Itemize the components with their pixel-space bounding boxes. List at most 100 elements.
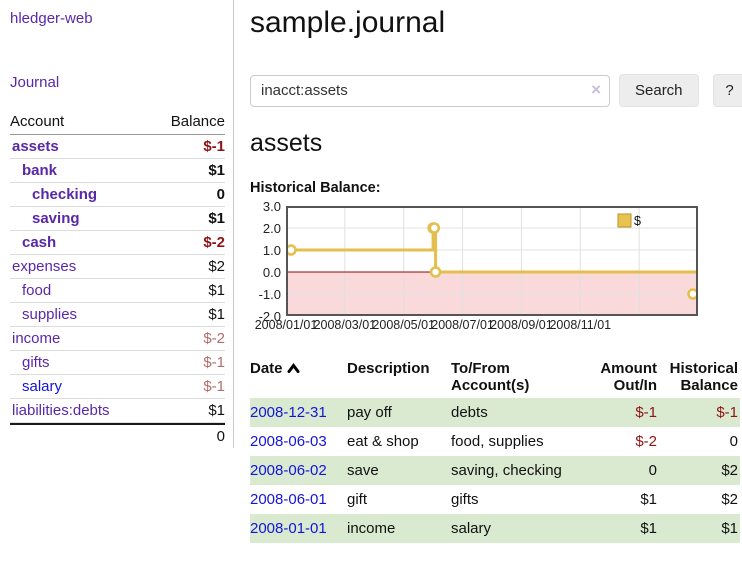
chart-y-axis: 3.02.01.00.0-1.0-2.0: [250, 206, 286, 336]
account-row: supplies$1: [10, 303, 225, 327]
accounts-header-balance: Balance: [171, 113, 225, 130]
svg-text:$: $: [634, 214, 641, 228]
register-cell-balance: $2: [659, 456, 740, 485]
balance-chart: 3.02.01.00.0-1.0-2.0 $ 2008/01/012008/03…: [250, 206, 742, 336]
search-input[interactable]: [250, 75, 610, 107]
account-link[interactable]: expenses: [10, 258, 76, 275]
account-row: checking 0: [10, 183, 225, 207]
register-cell-accounts: salary: [451, 514, 583, 543]
register-cell-description: income: [347, 514, 451, 543]
accounts-table: Account Balance assets$-1bank$1checking0…: [10, 110, 225, 448]
x-tick-label: 2008/01/01: [255, 318, 318, 332]
register-cell-date[interactable]: 2008-06-03: [250, 427, 347, 456]
account-balance: $1: [208, 282, 225, 299]
hledger-web-page: hledger-web Journal Account Balance asse…: [0, 0, 742, 582]
register-cell-amount: $-1: [583, 398, 659, 427]
account-row: cash $-2: [10, 231, 225, 255]
register-header-row: Date Description To/From Account(s) Amou…: [250, 356, 740, 398]
account-heading: assets: [250, 129, 742, 158]
transaction-date-link[interactable]: 2008-01-01: [250, 520, 327, 537]
help-button[interactable]: ?: [713, 74, 742, 107]
register-row: 2008-01-01incomesalary$1$1: [250, 514, 740, 543]
account-link[interactable]: income: [10, 330, 60, 347]
chart-legend: $: [618, 214, 641, 228]
account-link[interactable]: bank: [10, 162, 57, 179]
account-row: expenses $2: [10, 255, 225, 279]
account-link[interactable]: supplies: [10, 306, 77, 323]
account-link[interactable]: salary: [10, 378, 62, 395]
account-row: income$-2: [10, 327, 225, 351]
register-header-amount: Amount Out/In: [583, 356, 659, 398]
account-link[interactable]: checking: [10, 186, 97, 203]
account-link[interactable]: assets: [10, 138, 59, 155]
accounts-header-account: Account: [10, 113, 64, 130]
account-balance: $1: [208, 210, 225, 227]
register-header-date[interactable]: Date: [250, 356, 347, 398]
x-tick-label: 2008/05/01: [372, 318, 435, 332]
account-balance: 0: [217, 186, 225, 203]
y-tick-label: 3.0: [263, 199, 281, 214]
x-tick-label: 2008/07/01: [431, 318, 494, 332]
account-link[interactable]: cash: [10, 234, 56, 251]
register-cell-balance: $1: [659, 514, 740, 543]
account-row: bank $1: [10, 159, 225, 183]
register-cell-accounts: debts: [451, 398, 583, 427]
clear-search-icon[interactable]: ×: [591, 80, 601, 100]
register-cell-date[interactable]: 2008-01-01: [250, 514, 347, 543]
register-cell-date[interactable]: 2008-12-31: [250, 398, 347, 427]
account-balance: $1: [208, 162, 225, 179]
register-row: 2008-12-31pay offdebts$-1$-1: [250, 398, 740, 427]
search-bar: × Search ?: [250, 74, 742, 107]
account-balance: $2: [208, 258, 225, 275]
account-row: saving $1: [10, 207, 225, 231]
x-tick-label: 2008/03/01: [314, 318, 377, 332]
x-tick-label: 2008/09/01: [490, 318, 553, 332]
chart-x-axis: 2008/01/012008/03/012008/05/012008/07/01…: [286, 318, 698, 336]
account-row: food $1: [10, 279, 225, 303]
sidebar: hledger-web Journal Account Balance asse…: [0, 0, 234, 448]
y-tick-label: 1.0: [263, 243, 281, 258]
accounts-rows: assets$-1bank$1checking0saving$1cash$-2e…: [10, 135, 225, 423]
search-button[interactable]: Search: [619, 74, 699, 107]
account-link[interactable]: liabilities:debts: [10, 402, 110, 419]
app-title-link[interactable]: hledger-web: [10, 10, 93, 27]
transaction-date-link[interactable]: 2008-06-03: [250, 433, 327, 450]
transaction-date-link[interactable]: 2008-06-01: [250, 491, 327, 508]
register-table: Date Description To/From Account(s) Amou…: [250, 356, 740, 543]
x-tick-label: 2008/11/01: [549, 318, 611, 332]
register-cell-balance: 0: [659, 427, 740, 456]
register-cell-date[interactable]: 2008-06-02: [250, 456, 347, 485]
account-link[interactable]: food: [10, 282, 51, 299]
register-cell-date[interactable]: 2008-06-01: [250, 485, 347, 514]
register-cell-description: save: [347, 456, 451, 485]
y-tick-label: 0.0: [263, 265, 281, 280]
register-cell-description: gift: [347, 485, 451, 514]
account-row: gifts $-1: [10, 351, 225, 375]
y-tick-label: 2.0: [263, 221, 281, 236]
account-link[interactable]: saving: [10, 210, 80, 227]
page-title: sample.journal: [250, 6, 742, 40]
chart-plot-area: $ 2008/01/012008/03/012008/05/012008/07/…: [286, 206, 698, 336]
account-row: liabilities:debts $1: [10, 399, 225, 423]
register-cell-description: eat & shop: [347, 427, 451, 456]
account-balance: $1: [208, 402, 225, 419]
register-cell-balance: $2: [659, 485, 740, 514]
nav-journal-link[interactable]: Journal: [10, 74, 59, 91]
register-cell-accounts: saving, checking: [451, 456, 583, 485]
account-link[interactable]: gifts: [10, 354, 50, 371]
register-cell-accounts: food, supplies: [451, 427, 583, 456]
chart-title: Historical Balance:: [250, 180, 742, 196]
accounts-total-row: 0: [10, 423, 225, 448]
register-row: 2008-06-03eat & shopfood, supplies$-20: [250, 427, 740, 456]
register-header-balance: Historical Balance: [659, 356, 740, 398]
register-cell-amount: 0: [583, 456, 659, 485]
transaction-date-link[interactable]: 2008-12-31: [250, 404, 327, 421]
register-header-accounts: To/From Account(s): [451, 356, 583, 398]
register-header-description: Description: [347, 356, 451, 398]
account-row: assets$-1: [10, 135, 225, 159]
register-cell-amount: $1: [583, 485, 659, 514]
account-balance: $-1: [203, 354, 225, 371]
account-balance: $-2: [203, 234, 225, 251]
transaction-date-link[interactable]: 2008-06-02: [250, 462, 327, 479]
account-balance: $-1: [203, 378, 225, 395]
